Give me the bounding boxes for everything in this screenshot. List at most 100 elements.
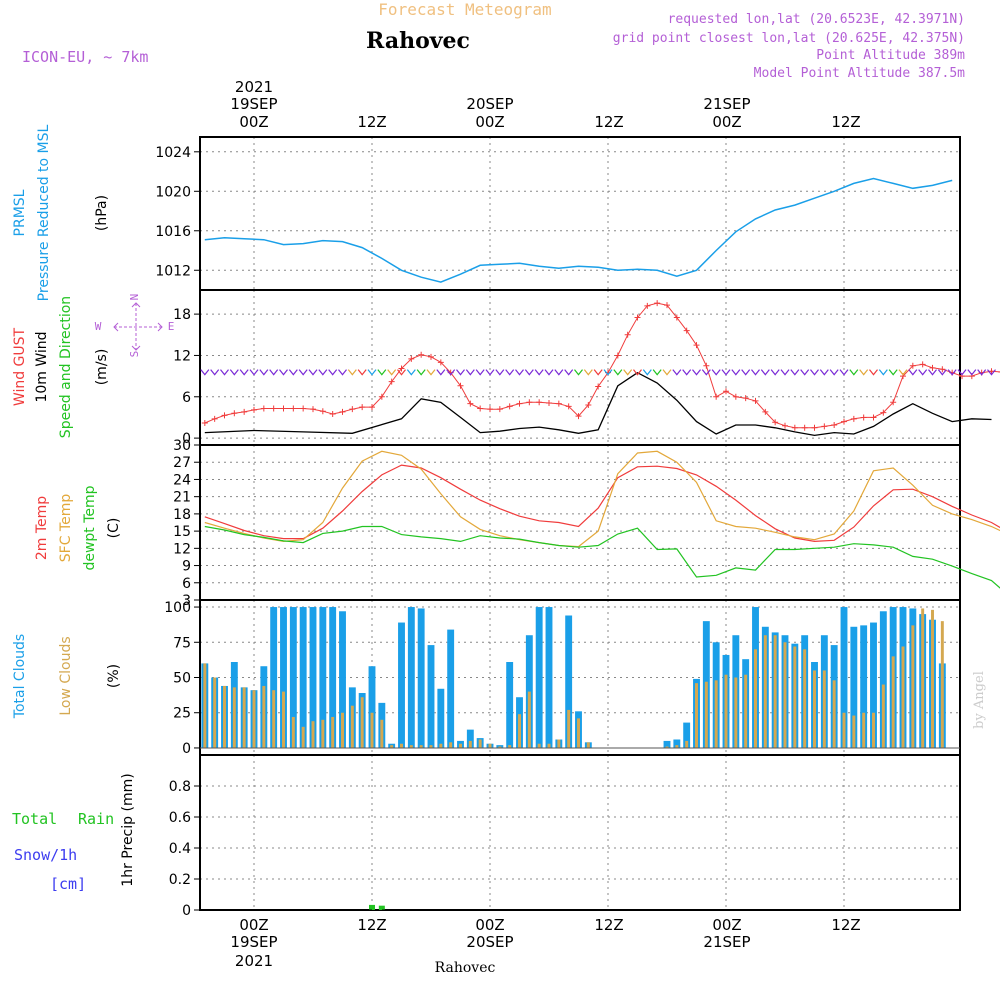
gust-point: [850, 415, 857, 422]
wind-label-speed-dir: Speed and Direction: [58, 296, 74, 438]
y-tick-label: 18: [173, 307, 191, 323]
gust-point: [467, 400, 474, 407]
low-cloud-bar: [862, 712, 866, 748]
low-cloud-bar: [921, 608, 925, 748]
y-tick-label: 0: [182, 741, 191, 757]
low-cloud-bar: [429, 745, 433, 748]
low-cloud-bar: [360, 697, 364, 748]
gust-point: [398, 365, 405, 372]
wind-direction-arrow: [898, 369, 908, 376]
gust-point: [428, 353, 434, 360]
gust-point: [644, 302, 651, 309]
top-date-label-3: 21SEP: [703, 95, 750, 113]
gust-point: [998, 371, 1000, 373]
low-cloud-bar: [911, 625, 915, 748]
gust-point: [703, 362, 710, 369]
y-tick-label: 15: [173, 524, 191, 540]
bottom-hour-label-5: 00Z: [712, 916, 741, 934]
top-year-label: 2021: [235, 78, 273, 96]
wind-direction-arrow: [377, 369, 387, 376]
gust-point: [880, 409, 887, 416]
wind-direction-arrow: [957, 369, 967, 376]
gust-point: [555, 400, 562, 407]
total-cloud-bar: [850, 626, 858, 748]
gust-point: [241, 408, 248, 415]
low-cloud-bar: [478, 739, 482, 748]
bottom-year-label: 2021: [235, 952, 273, 970]
low-cloud-bar: [832, 680, 836, 748]
y-tick-label: 75: [173, 635, 191, 651]
y-tick-label: 25: [173, 706, 191, 722]
total-cloud-bar: [319, 607, 327, 748]
wind-direction-arrow: [318, 369, 328, 376]
gust-point: [349, 406, 356, 413]
wind-direction-arrow: [731, 369, 741, 376]
total-cloud-bar: [673, 739, 681, 748]
low-cloud-bar: [203, 663, 207, 748]
y-tick-label: 12: [173, 541, 191, 557]
low-cloud-bar: [459, 743, 462, 748]
compass-north: N: [128, 294, 141, 301]
wind-direction-arrow: [711, 369, 721, 376]
gust-point: [772, 419, 779, 426]
total-cloud-bar: [870, 622, 877, 748]
y-tick-label: 6: [182, 390, 191, 406]
top-hour-label-3: 00Z: [475, 113, 504, 131]
gust-point: [939, 366, 946, 373]
precip-label-snow: Snow/1h: [14, 846, 77, 864]
low-cloud-bar: [321, 719, 325, 748]
low-cloud-bar: [744, 674, 748, 748]
low-cloud-bar: [498, 746, 502, 748]
wind-direction-arrow: [623, 369, 633, 376]
low-cloud-bar: [262, 685, 266, 748]
y-tick-label: 21: [173, 490, 191, 506]
y-tick-label: 3: [182, 593, 191, 609]
low-cloud-bar: [488, 743, 492, 748]
total-cloud-bar: [280, 607, 287, 748]
gust-point: [536, 399, 543, 406]
wind-direction-arrow: [515, 369, 524, 376]
chart-title: Rahovec: [366, 28, 470, 54]
plot-area: 1012101610201024061218369121518212427300…: [155, 137, 1000, 919]
wind-direction-arrow: [288, 369, 298, 376]
wind-direction-arrow: [387, 369, 397, 376]
low-cloud-bar: [242, 687, 246, 748]
wind-direction-arrow: [682, 369, 692, 376]
total-cloud-bar: [299, 607, 307, 748]
y-tick-label: 6: [182, 576, 191, 592]
wind-direction-arrow: [937, 369, 947, 376]
total-cloud-bar: [506, 662, 514, 748]
total-cloud-bar: [368, 666, 376, 748]
low-cloud-bar: [311, 721, 315, 748]
wind-direction-arrow: [603, 369, 613, 376]
low-cloud-bar: [213, 677, 217, 748]
low-cloud-bar: [803, 649, 807, 748]
wind-direction-arrow: [790, 369, 800, 376]
wind-direction-arrow: [701, 369, 711, 376]
low-cloud-bar: [272, 690, 276, 748]
wind-direction-arrow: [839, 369, 849, 376]
total-cloud-bar: [339, 611, 346, 748]
temp-label-2m: 2m Temp: [34, 496, 50, 560]
gust-point: [310, 406, 316, 413]
total-cloud-bar: [309, 607, 317, 748]
pressure-label-prmsl: PRMSL: [12, 189, 28, 236]
y-tick-label: 24: [173, 472, 191, 488]
wind-direction-arrow: [662, 369, 672, 376]
low-cloud-bar: [468, 740, 472, 748]
wind-direction-arrow: [505, 369, 515, 376]
low-cloud-bar: [557, 739, 561, 748]
y-tick-label: 0: [182, 431, 191, 447]
low-cloud-bar: [665, 746, 669, 748]
low-cloud-bar: [223, 685, 226, 748]
wind-direction-arrow: [672, 369, 682, 376]
panel-frame: [199, 444, 961, 601]
total-cloud-bar: [535, 607, 543, 748]
clouds-label-unit: (%): [106, 664, 122, 688]
total-cloud-bar: [417, 608, 425, 748]
gust-point: [369, 404, 375, 411]
wind-direction-arrow: [878, 369, 888, 376]
low-cloud-bar: [891, 656, 895, 748]
low-cloud-bar: [675, 745, 679, 748]
total-cloud-bar: [496, 745, 504, 748]
